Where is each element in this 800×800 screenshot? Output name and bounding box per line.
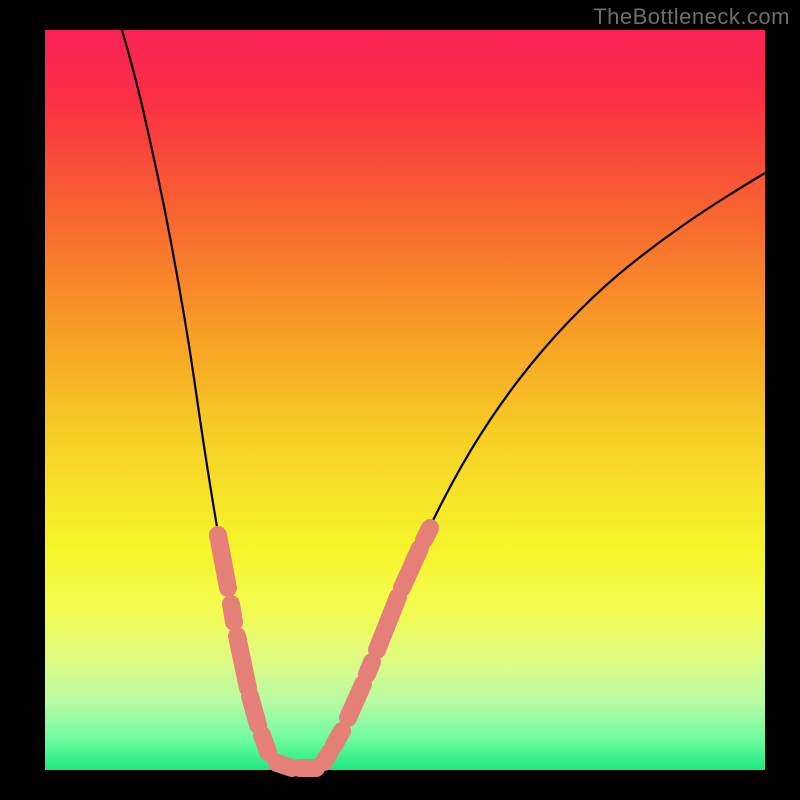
data-marker-pill — [262, 735, 268, 752]
data-marker-pill — [277, 763, 292, 768]
data-marker-pill — [231, 604, 234, 622]
data-marker-pill — [250, 696, 258, 725]
data-marker-pill — [324, 752, 330, 762]
plot-background — [45, 30, 765, 770]
data-marker-pill — [237, 636, 248, 688]
chart-container: TheBottleneck.com — [0, 0, 800, 800]
data-marker-pill — [218, 535, 228, 588]
data-marker-pill — [334, 731, 342, 745]
chart-svg — [0, 0, 800, 800]
data-marker-pill — [367, 662, 372, 674]
data-marker-pill — [424, 528, 430, 540]
